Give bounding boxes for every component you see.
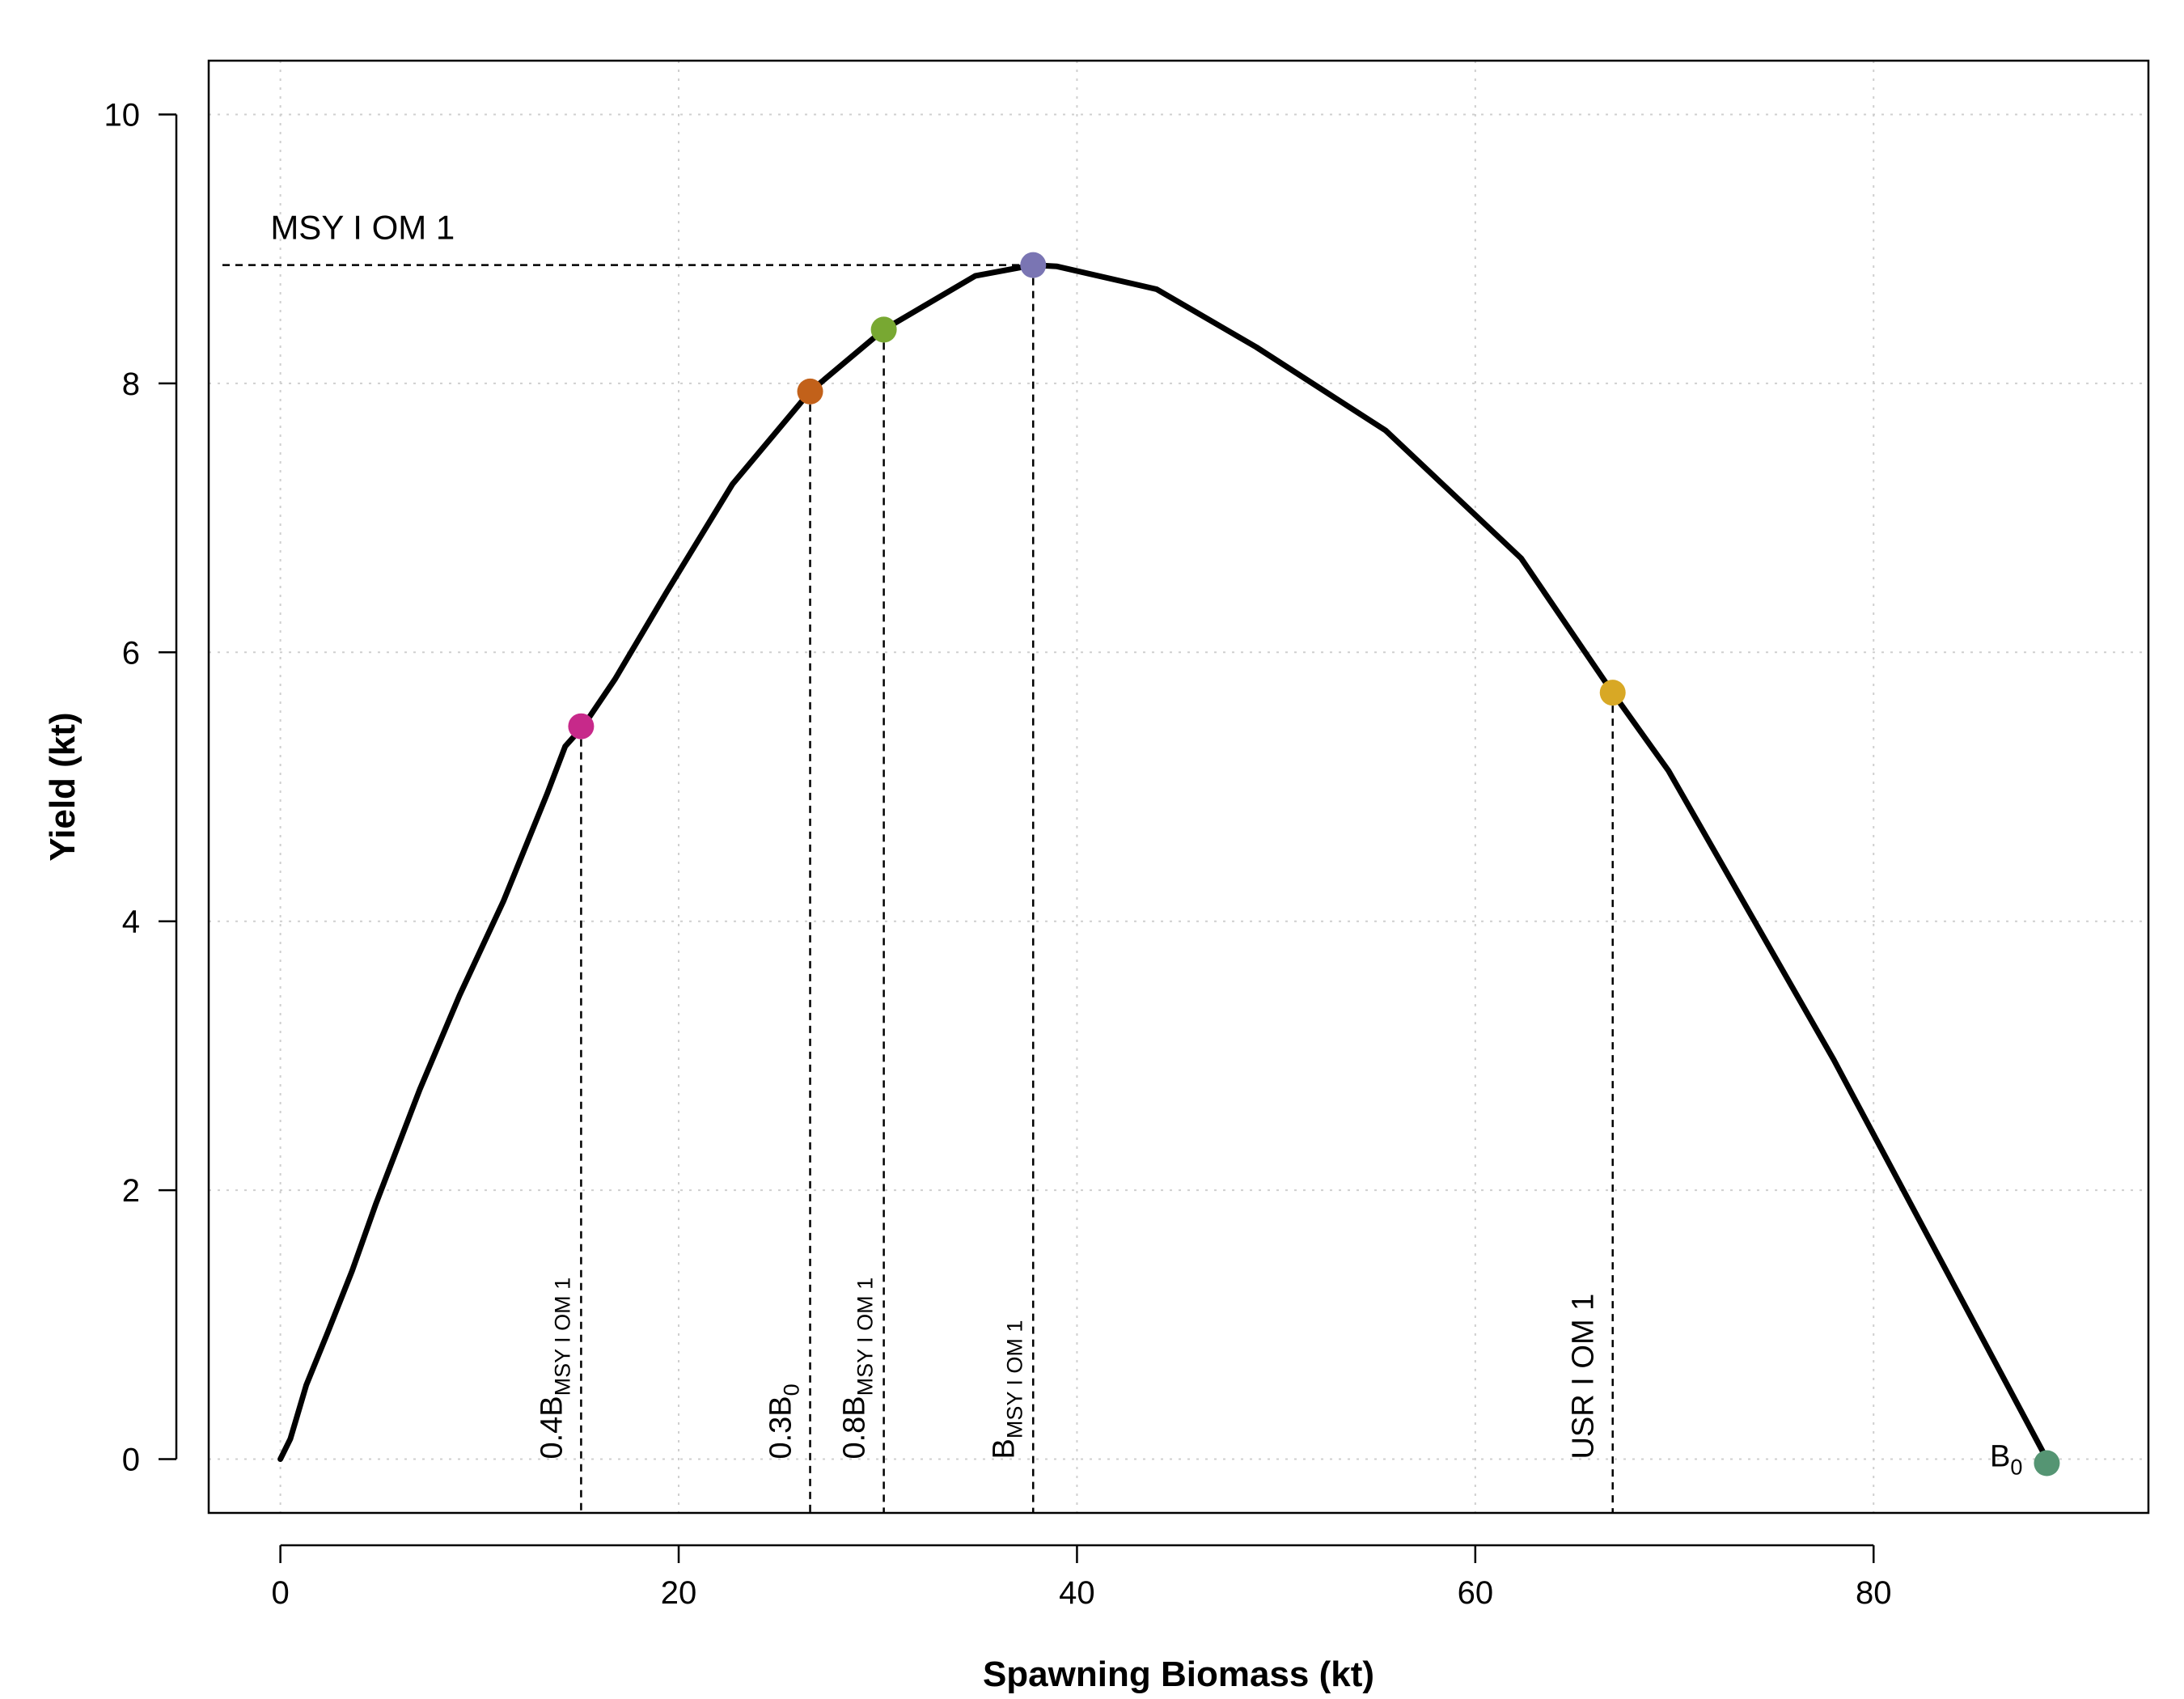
x-axis: 0 20 40 60 80 bbox=[272, 1544, 1892, 1611]
x-tick-label: 40 bbox=[1059, 1575, 1095, 1611]
reference-label: 0.8BMSY I OM 1 bbox=[838, 1277, 878, 1460]
x-axis-title: Spawning Biomass (kt) bbox=[983, 1655, 1374, 1694]
b0-label: B0 bbox=[1990, 1440, 2022, 1480]
reference-point-marker bbox=[2034, 1450, 2060, 1477]
x-tick-label: 60 bbox=[1458, 1575, 1494, 1611]
x-tick-label: 80 bbox=[1856, 1575, 1892, 1611]
plot-frame bbox=[207, 59, 2150, 1515]
reference-point-marker bbox=[797, 378, 823, 405]
y-tick-label: 0 bbox=[122, 1443, 140, 1478]
reference-point-marker bbox=[870, 316, 897, 343]
reference-labels: 0.4BMSY I OM 1 0.3B0 0.8BMSY I OM 1 BMSY I … bbox=[535, 1277, 2022, 1480]
reference-point-marker bbox=[568, 713, 595, 739]
reference-label: 0.3B0 bbox=[764, 1383, 804, 1459]
y-axis: 0 2 4 6 8 10 bbox=[104, 97, 178, 1478]
reference-label: USR I OM 1 bbox=[1567, 1294, 1601, 1460]
y-tick-label: 2 bbox=[122, 1173, 140, 1209]
x-tick-label: 0 bbox=[272, 1575, 290, 1611]
msy-label: MSY I OM 1 bbox=[270, 209, 455, 247]
reference-points bbox=[568, 252, 2060, 1477]
grid-lines bbox=[209, 61, 2148, 1513]
y-axis-title: Yield (kt) bbox=[43, 712, 83, 861]
yield-curve-line bbox=[277, 262, 2050, 1462]
reference-lines bbox=[222, 264, 1614, 1513]
reference-point-marker bbox=[1020, 252, 1047, 278]
y-tick-label: 10 bbox=[104, 97, 141, 133]
x-tick-label: 20 bbox=[661, 1575, 697, 1611]
reference-point-marker bbox=[1599, 680, 1626, 706]
y-tick-label: 8 bbox=[122, 366, 140, 402]
y-tick-label: 4 bbox=[122, 905, 140, 940]
y-tick-label: 6 bbox=[122, 635, 140, 671]
reference-label: BMSY I OM 1 bbox=[987, 1320, 1026, 1460]
reference-label: 0.4BMSY I OM 1 bbox=[535, 1277, 574, 1460]
